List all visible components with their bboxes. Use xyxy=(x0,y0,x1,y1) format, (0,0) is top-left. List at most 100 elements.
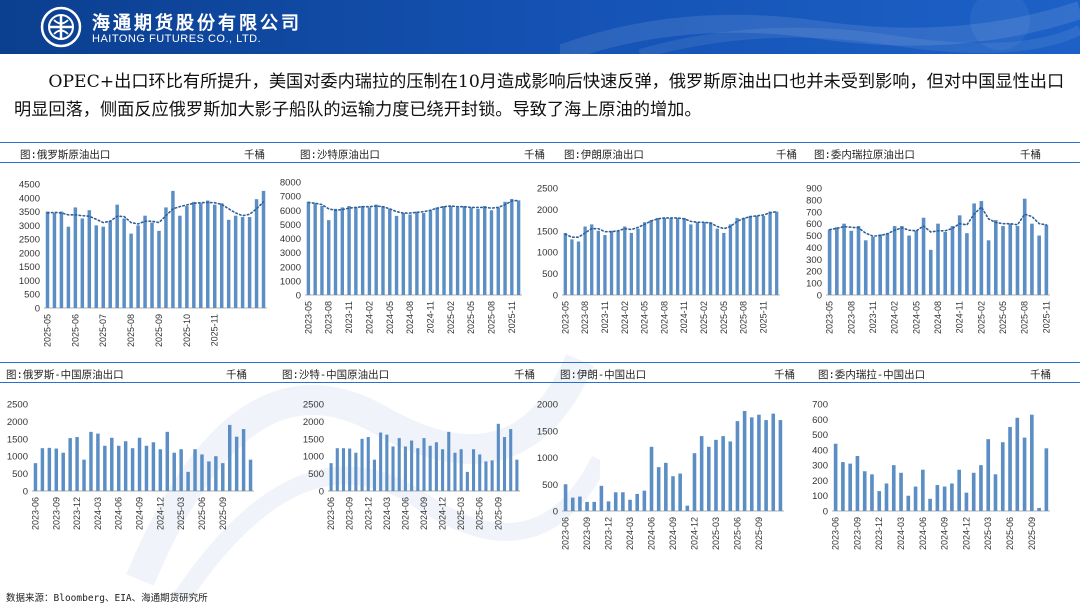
bar xyxy=(848,463,852,511)
bar xyxy=(570,497,575,511)
chart-title-venezuela-china: 图:委内瑞拉-中国出口 xyxy=(818,369,926,381)
bar xyxy=(478,454,482,491)
bar xyxy=(385,434,389,491)
bar xyxy=(381,206,385,295)
x-tick-label: 2025-05 xyxy=(466,301,476,334)
chart-title-saudi-china: 图:沙特-中国原油出口 xyxy=(282,369,390,381)
bar xyxy=(227,424,232,491)
bar xyxy=(80,218,85,308)
bar xyxy=(583,226,587,295)
data-source-note: 数据来源：Bloomberg、EIA、海通期货研究所 xyxy=(6,593,208,604)
bar xyxy=(1001,226,1005,295)
bar xyxy=(410,440,414,491)
bar xyxy=(441,449,445,491)
bar xyxy=(1000,442,1005,511)
x-tick-label: 2024-02 xyxy=(890,301,900,334)
bar xyxy=(742,410,747,511)
bar xyxy=(108,221,112,308)
bar xyxy=(496,423,500,491)
x-tick-label: 2025-06 xyxy=(1005,517,1015,550)
chart-venezuela-china: 0 100 200 300 400 500 600 700 2023-06 2023-09 2023… xyxy=(812,400,1050,550)
x-tick-label: 2023-08 xyxy=(580,301,590,334)
bar xyxy=(341,448,346,491)
y-tick-label: 1500 xyxy=(19,262,40,273)
bar xyxy=(347,206,351,295)
bar xyxy=(971,472,976,511)
y-tick-label: 0 xyxy=(296,291,301,302)
bar xyxy=(75,437,79,491)
bar xyxy=(233,215,238,308)
y-tick-label: 500 xyxy=(812,430,828,441)
bar xyxy=(764,420,768,511)
bar xyxy=(360,206,365,295)
bar xyxy=(415,211,419,295)
y-tick-label: 3000 xyxy=(280,248,301,259)
bar xyxy=(942,486,947,511)
bar xyxy=(94,225,99,308)
bar xyxy=(642,222,647,295)
x-tick-label: 2024-02 xyxy=(620,301,630,334)
bar xyxy=(327,220,331,295)
bar xyxy=(489,210,494,295)
y-tick-label: 2000 xyxy=(537,400,558,411)
y-tick-label: 0 xyxy=(553,507,558,518)
bar xyxy=(116,445,121,491)
divider-mid xyxy=(0,362,1080,363)
bar xyxy=(979,465,983,511)
bar xyxy=(509,429,513,491)
bar xyxy=(333,208,338,295)
y-tick-label: 500 xyxy=(24,290,40,301)
bar xyxy=(143,215,147,308)
bar xyxy=(892,226,897,295)
y-tick-label: 2000 xyxy=(537,205,558,216)
bar xyxy=(943,231,948,295)
bar xyxy=(335,448,339,491)
bar xyxy=(689,224,693,295)
bar xyxy=(354,207,358,295)
bar xyxy=(219,203,224,308)
chart-title-iran-export: 图:伊朗原油出口 xyxy=(564,149,644,161)
x-tick-label: 2025-03 xyxy=(983,517,993,550)
x-tick-label: 2025-05 xyxy=(42,314,52,347)
bar xyxy=(379,432,383,491)
x-tick-label: 2023-12 xyxy=(604,517,614,550)
y-tick-label: 1500 xyxy=(537,226,558,237)
bar xyxy=(757,414,761,511)
bar xyxy=(576,241,581,295)
bar xyxy=(748,215,752,295)
bar xyxy=(397,438,401,491)
chart-title-russia-export: 图:俄罗斯原油出口 xyxy=(20,149,111,161)
bar xyxy=(636,228,640,295)
y-tick-label: 2000 xyxy=(280,262,301,273)
bar xyxy=(714,439,718,511)
bar xyxy=(585,501,589,511)
x-tick-label: 2024-12 xyxy=(961,517,971,550)
y-tick-label: 0 xyxy=(553,291,558,302)
bar xyxy=(459,449,463,491)
x-tick-label: 2024-09 xyxy=(668,517,678,550)
bar xyxy=(656,217,660,295)
bar xyxy=(599,485,604,511)
chart-unit-saudi-china: 千桶 xyxy=(514,369,535,381)
bar xyxy=(158,449,163,491)
bar xyxy=(1015,226,1020,295)
bar xyxy=(240,217,245,308)
y-tick-label: 700 xyxy=(812,400,828,411)
y-tick-label: 500 xyxy=(542,269,558,280)
x-tick-label: 2023-05 xyxy=(560,301,570,334)
bar xyxy=(360,438,364,491)
divider-row2-titles xyxy=(0,382,1080,383)
bar xyxy=(193,449,197,491)
bar xyxy=(129,233,133,308)
bar xyxy=(603,235,607,295)
bar xyxy=(1008,223,1013,295)
bar xyxy=(735,217,739,295)
bar xyxy=(179,449,183,491)
trend-line xyxy=(564,210,778,239)
bar xyxy=(935,485,940,511)
chart-saudi-china: 0 500 1000 1500 2000 2500 2023-06 2023-09 2023-1… xyxy=(303,400,520,530)
y-tick-label: 500 xyxy=(542,480,558,491)
bar xyxy=(855,455,860,511)
y-tick-label: 600 xyxy=(806,219,822,230)
bar xyxy=(842,223,846,295)
